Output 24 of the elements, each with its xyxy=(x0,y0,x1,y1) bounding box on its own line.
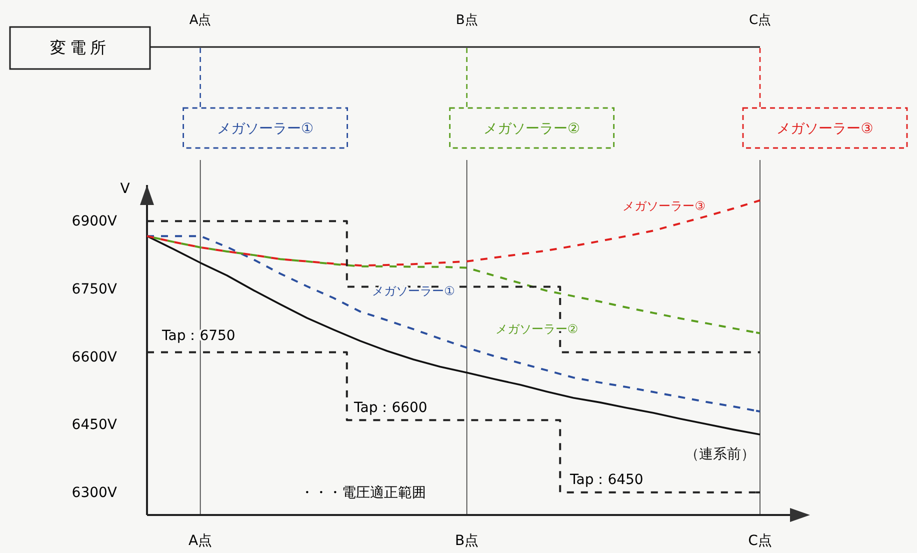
series-label: （連系前） xyxy=(685,446,755,463)
x-tick-label: C点 xyxy=(748,532,772,549)
series-label: メガソーラー③ xyxy=(622,199,706,214)
text: メガソーラー① xyxy=(217,121,314,137)
x-tick-label: A点 xyxy=(188,532,212,549)
annotation: Tap：6750 xyxy=(161,328,236,344)
category-label: A点 xyxy=(189,13,212,28)
y-tick-label: 6300V xyxy=(72,484,118,501)
series-label: メガソーラー① xyxy=(372,284,455,298)
category-label: C点 xyxy=(748,13,772,28)
annotation: ・・・電圧適正範囲 xyxy=(300,485,426,501)
annotation: Tap：6600 xyxy=(353,400,428,416)
category-label: B点 xyxy=(456,13,478,28)
text: メガソーラー② xyxy=(484,121,580,137)
annotation: Tap：6450 xyxy=(569,472,644,488)
y-tick-label: 6450V xyxy=(72,417,118,434)
y-tick-label: 6900V xyxy=(72,214,118,230)
y-tick-label: 6750V xyxy=(72,281,118,298)
line-series xyxy=(146,199,761,266)
y-tick-label: 6600V xyxy=(72,349,118,366)
text: メガソーラー③ xyxy=(776,121,874,137)
y-axis-title: V xyxy=(120,181,130,197)
text: 変電所 xyxy=(50,38,110,57)
x-tick-label: B点 xyxy=(455,532,479,549)
